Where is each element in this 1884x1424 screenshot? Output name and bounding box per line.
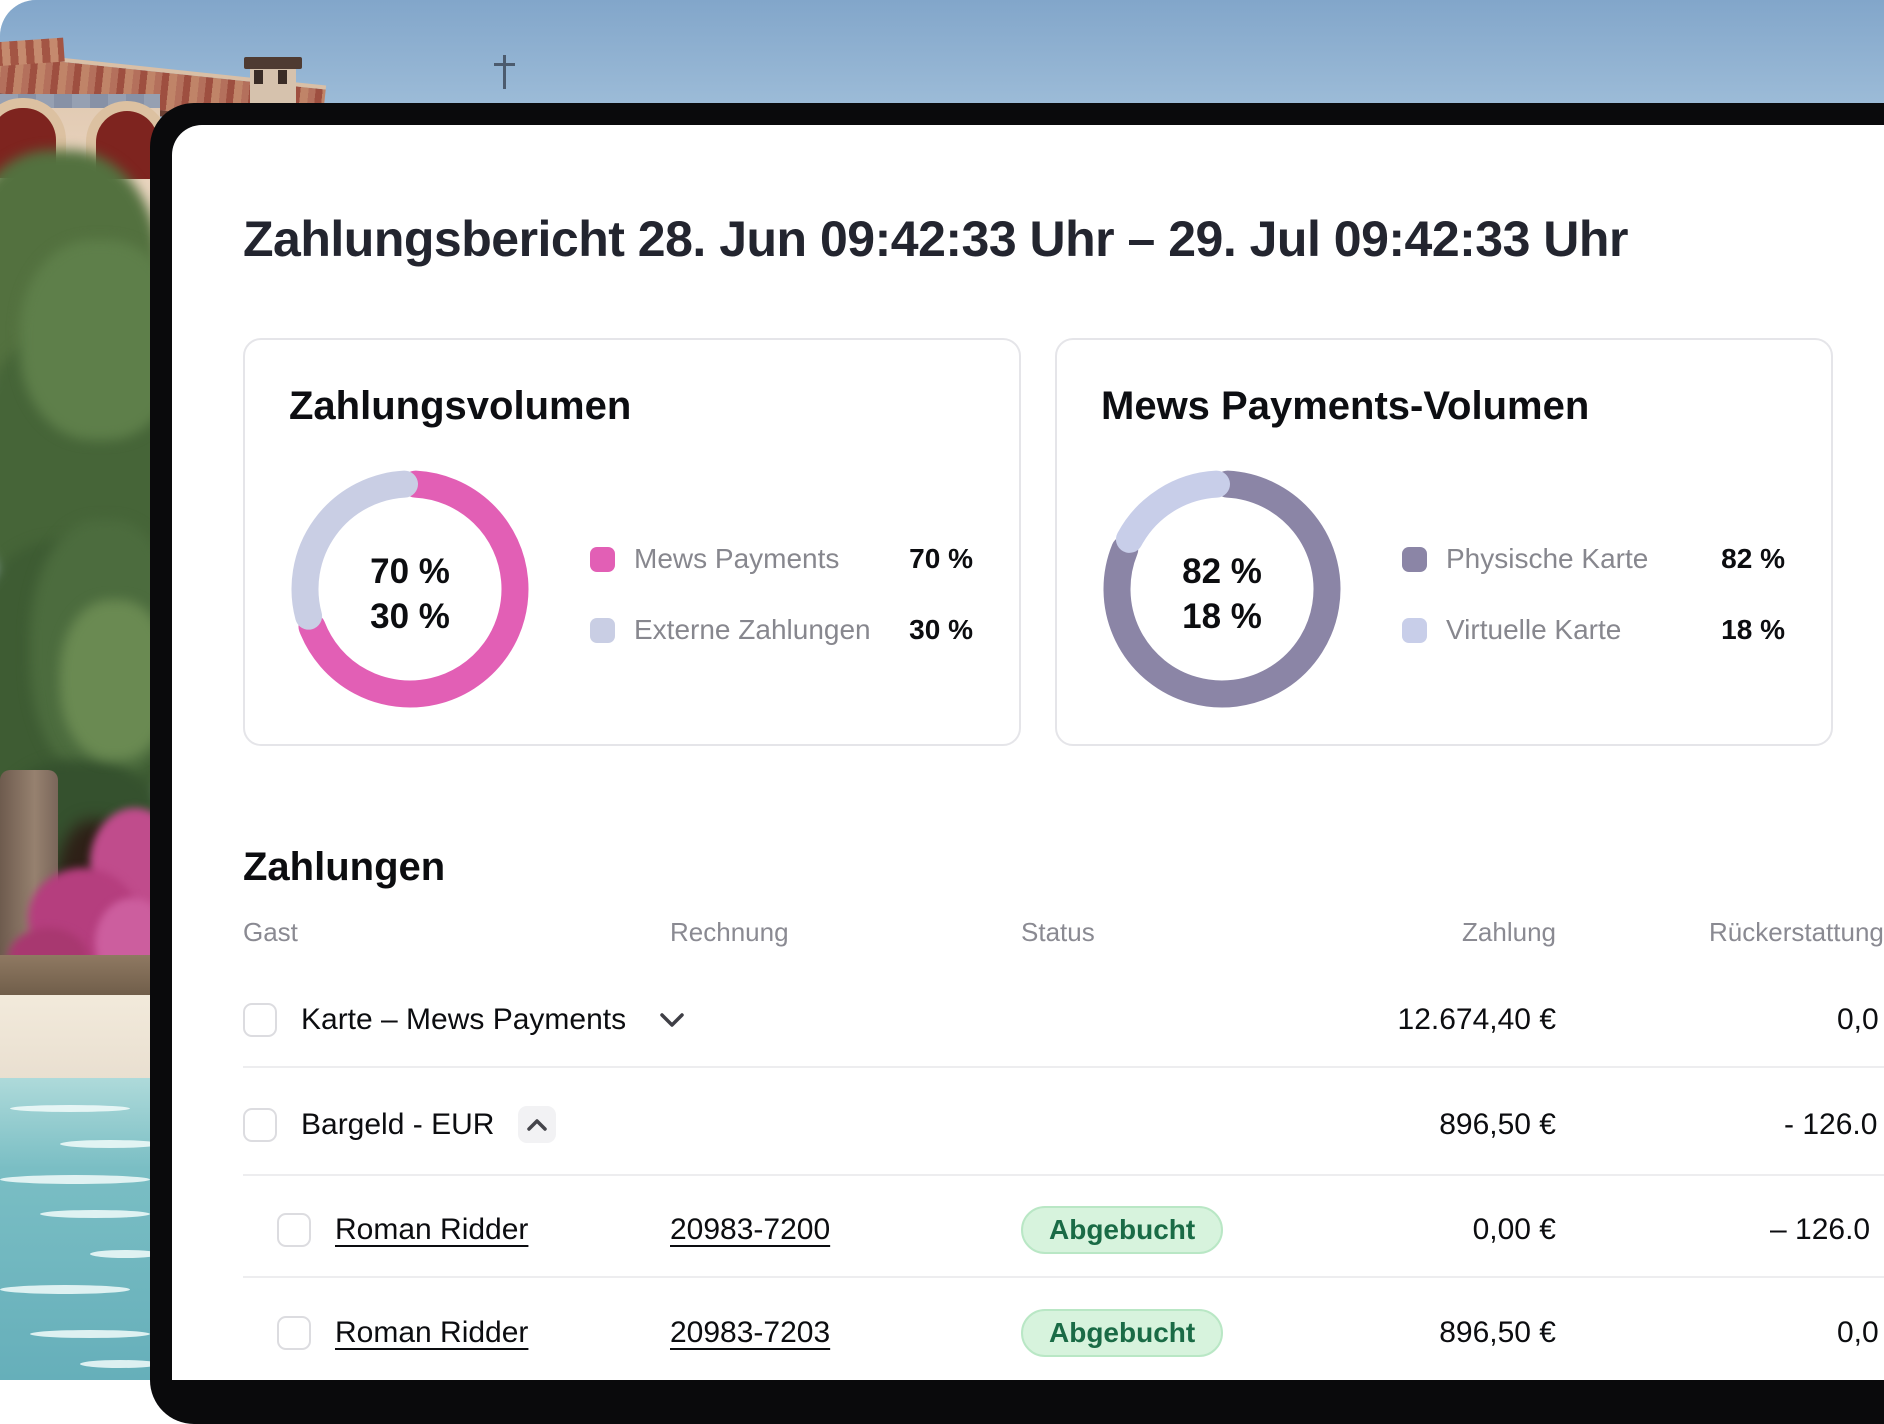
photo-antenna [503,55,506,89]
row-divider [243,1066,1884,1068]
zahlung-value: 896,50 € [1439,1108,1556,1141]
row-checkbox[interactable] [243,1003,277,1037]
rueckerstattung-value: – 126.0 [1770,1213,1871,1246]
legend-value: 70 % [909,543,973,574]
legend-marker [590,546,615,572]
card-mews-payments-volumen: Mews Payments-Volumen 82 % 18 % Physisch… [1055,338,1833,746]
status-badge: Abgebucht [1021,1309,1224,1357]
donut-center-values: 82 % 18 % [1122,549,1322,639]
donut-value-primary: 82 % [1182,552,1262,591]
legend-item-externe-zahlungen: Externe Zahlungen 30 % [590,614,973,646]
photo-stone-ledge [0,955,162,997]
legend-marker [590,617,615,643]
rueckerstattung-value: 0,0 [1837,1003,1879,1036]
legend-value: 82 % [1721,543,1785,574]
guest-link[interactable]: Roman Ridder [335,1316,529,1349]
photo-roof-left [0,37,65,67]
app-window [172,125,1884,1380]
column-header-rueckerstattung: Rückerstattung [1709,917,1884,947]
card-title: Zahlungsvolumen [289,384,632,428]
legend-marker [1402,546,1427,572]
photo-pool-water [0,1078,162,1380]
photo-chimney-cap [244,57,302,69]
donut-value-secondary: 18 % [1182,597,1262,636]
chevron-up-icon [527,1118,547,1131]
row-checkbox[interactable] [277,1213,311,1247]
legend-value: 30 % [909,614,973,645]
guest-link[interactable]: Roman Ridder [335,1213,529,1246]
chevron-down-icon[interactable] [658,1011,686,1029]
photo-antenna [494,63,515,66]
row-divider [243,1276,1884,1278]
card-zahlungsvolumen: Zahlungsvolumen 70 % 30 % Mews Payments … [243,338,1021,746]
page-title: Zahlungsbericht 28. Jun 09:42:33 Uhr – 2… [243,211,1628,267]
column-header-status: Status [1021,917,1095,947]
invoice-link[interactable]: 20983-7203 [670,1316,831,1349]
donut-value-secondary: 30 % [370,597,450,636]
section-title-zahlungen: Zahlungen [243,845,446,889]
legend-value: 18 % [1721,614,1785,645]
group-label: Karte – Mews Payments [301,1003,627,1036]
zahlung-value: 12.674,40 € [1397,1003,1556,1036]
legend-item-physische-karte: Physische Karte 82 % [1402,543,1785,575]
donut-chart-zahlungsvolumen [291,470,529,708]
invoice-link[interactable]: 20983-7200 [670,1213,831,1246]
group-label: Bargeld - EUR [301,1108,495,1141]
column-header-gast: Gast [243,917,298,947]
column-header-rechnung: Rechnung [670,917,789,947]
zahlung-value: 0,00 € [1472,1213,1556,1246]
rueckerstattung-value: 0,0 [1837,1316,1879,1349]
photo-chimney-slot [254,70,263,84]
donut-center-values: 70 % 30 % [310,549,510,639]
card-title: Mews Payments-Volumen [1101,384,1590,428]
row-checkbox[interactable] [243,1108,277,1142]
legend-label: Physische Karte [1446,543,1649,574]
legend-label: Virtuelle Karte [1446,614,1622,645]
collapse-group-button[interactable] [518,1106,556,1143]
status-badge: Abgebucht [1021,1206,1224,1254]
row-checkbox[interactable] [277,1316,311,1350]
donut-chart-mews-payments-volumen [1103,470,1341,708]
photo-pool-deck [0,995,162,1080]
row-divider [243,1174,1884,1176]
donut-value-primary: 70 % [370,552,450,591]
legend-label: Mews Payments [634,543,840,574]
legend-marker [1402,617,1427,643]
zahlung-value: 896,50 € [1439,1316,1556,1349]
legend-item-mews-payments: Mews Payments 70 % [590,543,973,575]
column-header-zahlung: Zahlung [1462,917,1556,947]
photo-chimney-slot [278,70,287,84]
rueckerstattung-value: - 126.0 [1784,1108,1878,1141]
legend-item-virtuelle-karte: Virtuelle Karte 18 % [1402,614,1785,646]
legend-label: Externe Zahlungen [634,614,871,645]
